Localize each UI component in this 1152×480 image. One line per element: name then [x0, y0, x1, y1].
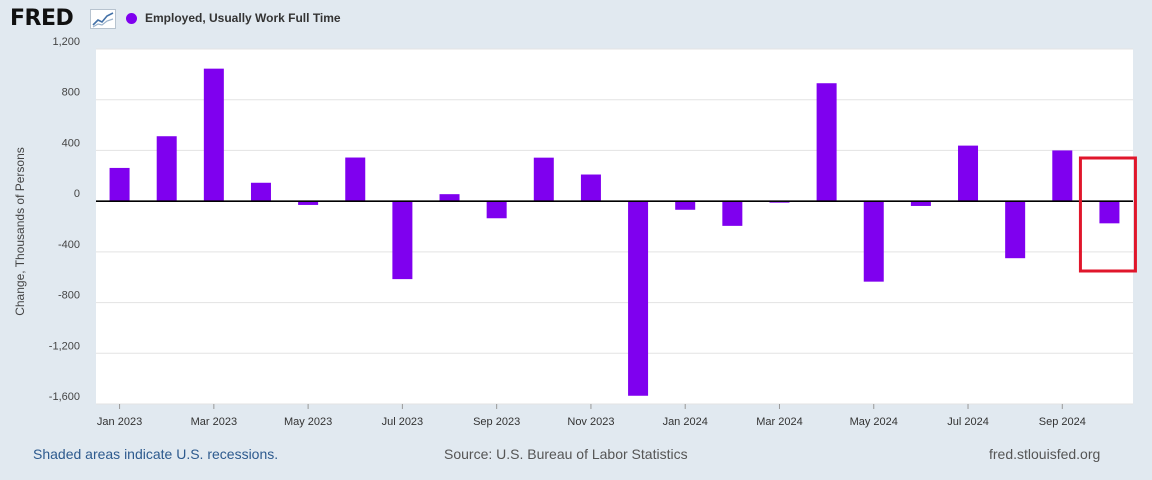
bar-2024-01[interactable] [675, 201, 696, 210]
x-tick-label: May 2024 [850, 416, 898, 428]
fred-logo[interactable]: FRED [10, 6, 74, 31]
recession-note[interactable]: Shaded areas indicate U.S. recessions. [33, 446, 279, 462]
x-tick-label: Sep 2024 [1039, 416, 1086, 428]
bar-2023-04[interactable] [250, 182, 271, 202]
x-tick-label: Jul 2024 [947, 416, 989, 428]
x-tick-label: Sep 2023 [473, 416, 520, 428]
y-tick-label: 400 [62, 137, 80, 149]
y-tick-label: -1,600 [49, 391, 80, 403]
chart-header: FRED Employed, Usually Work Full Time [10, 4, 610, 34]
bar-2023-08[interactable] [439, 194, 460, 202]
site-link[interactable]: fred.stlouisfed.org [989, 446, 1101, 462]
bar-2023-09[interactable] [486, 201, 507, 219]
y-tick-label: -400 [58, 239, 80, 251]
fred-logo-graph-icon [90, 9, 116, 29]
x-tick-label: Jan 2024 [663, 416, 708, 428]
bar-2024-02[interactable] [722, 201, 743, 226]
bar-2024-09[interactable] [1052, 150, 1073, 202]
bar-chart: 1,200 800 400 0 -400 -800 -1,200 -1,600 Jan 202… [13, 36, 1137, 428]
x-tick-label: Mar 2024 [756, 416, 802, 428]
x-axis-ticks: Jan 2023 Mar 2023 May 2023 Jul 2023 Sep 2023… [97, 404, 1086, 428]
x-tick-label: May 2023 [284, 416, 332, 428]
bar-2023-10[interactable] [533, 157, 554, 202]
bar-2023-02[interactable] [156, 136, 177, 202]
y-tick-label: 0 [74, 188, 80, 200]
source-note: Source: U.S. Bureau of Labor Statistics [444, 446, 688, 462]
x-tick-label: Nov 2023 [567, 416, 614, 428]
legend-marker [126, 13, 137, 24]
bar-2024-10[interactable] [1099, 201, 1120, 224]
plot-area [96, 49, 1133, 404]
x-tick-label: Mar 2023 [191, 416, 237, 428]
y-tick-label: -800 [58, 290, 80, 302]
y-tick-label: 1,200 [52, 36, 80, 48]
y-axis-label: Change, Thousands of Persons [13, 147, 27, 316]
bar-2024-08[interactable] [1005, 201, 1026, 259]
bar-2023-03[interactable] [203, 68, 224, 202]
bar-2024-05[interactable] [863, 201, 884, 282]
bar-2023-05[interactable] [298, 201, 319, 205]
bar-series [109, 68, 1120, 396]
y-tick-label: -1,200 [49, 340, 80, 352]
bar-2023-12[interactable] [628, 201, 649, 396]
bar-2023-06[interactable] [345, 157, 366, 202]
bar-2024-06[interactable] [910, 201, 931, 206]
bar-2023-11[interactable] [580, 174, 601, 202]
y-tick-label: 800 [62, 87, 80, 99]
y-axis-ticks: 1,200 800 400 0 -400 -800 -1,200 -1,600 [49, 36, 80, 403]
bar-2023-01[interactable] [109, 167, 130, 202]
bar-2023-07[interactable] [392, 201, 413, 280]
x-tick-label: Jul 2023 [382, 416, 424, 428]
bar-2024-07[interactable] [958, 145, 979, 202]
highlight-box [1078, 156, 1137, 273]
legend-series-label: Employed, Usually Work Full Time [145, 11, 341, 25]
bar-2024-04[interactable] [816, 83, 837, 202]
x-tick-label: Jan 2023 [97, 416, 142, 428]
